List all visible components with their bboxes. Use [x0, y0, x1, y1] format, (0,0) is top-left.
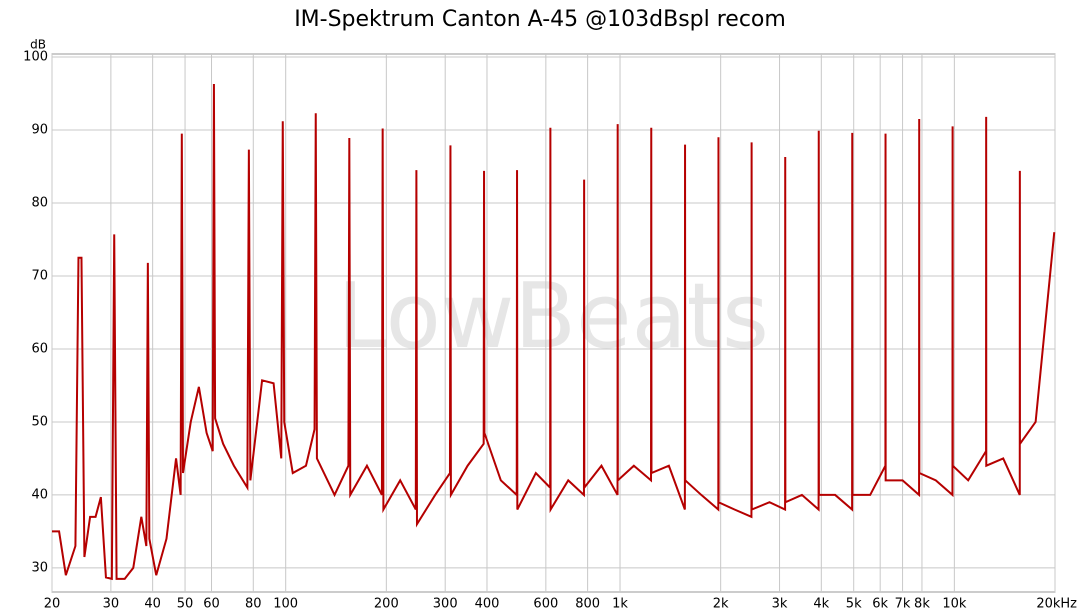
- x-tick-label: 10k: [942, 597, 967, 612]
- x-tick-label: 3k: [772, 597, 788, 612]
- y-tick-label: 50: [31, 414, 48, 429]
- y-tick-label: 70: [31, 268, 48, 283]
- y-tick-label: 30: [31, 560, 48, 575]
- x-tick-label: 30: [103, 597, 120, 612]
- y-tick-label: 60: [31, 341, 48, 356]
- x-tick-label: 20kHz: [1036, 597, 1077, 612]
- x-tick-label: 50: [177, 597, 194, 612]
- x-tick-label: 1k: [612, 597, 628, 612]
- y-tick-label: 100: [23, 50, 48, 65]
- x-tick-label: 100: [273, 597, 298, 612]
- y-tick-label: 90: [31, 122, 48, 137]
- watermark: LowBeats: [337, 264, 769, 369]
- x-tick-label: 40: [144, 597, 161, 612]
- x-tick-label: 800: [575, 597, 600, 612]
- plot-area: [51, 53, 1056, 593]
- x-tick-label: 2k: [713, 597, 729, 612]
- x-tick-label: 4k: [813, 597, 829, 612]
- y-tick-label: 40: [31, 487, 48, 502]
- x-tick-label: 600: [533, 597, 558, 612]
- x-tick-label: 7k: [895, 597, 911, 612]
- x-tick-label: 8k: [914, 597, 930, 612]
- x-tick-label: 5k: [846, 597, 862, 612]
- y-axis-label: dB: [30, 38, 46, 52]
- x-tick-label: 300: [433, 597, 458, 612]
- x-tick-label: 20: [44, 597, 61, 612]
- y-tick-label: 80: [31, 195, 48, 210]
- x-tick-label: 6k: [872, 597, 888, 612]
- x-tick-label: 400: [475, 597, 500, 612]
- spectrum-line: [52, 84, 1056, 581]
- x-tick-label: 80: [245, 597, 262, 612]
- chart-title: IM-Spektrum Canton A-45 @103dBspl recom: [294, 7, 786, 32]
- x-tick-label: 60: [203, 597, 220, 612]
- x-tick-label: 200: [374, 597, 399, 612]
